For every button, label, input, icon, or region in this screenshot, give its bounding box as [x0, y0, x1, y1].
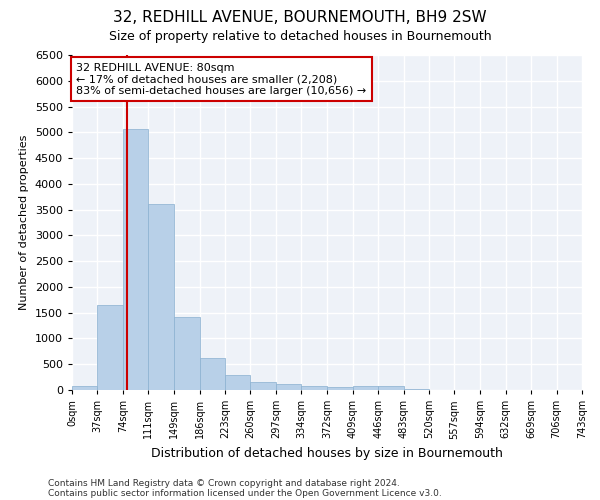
Bar [378, 386, 404, 390]
Bar [72, 386, 97, 390]
Bar [200, 358, 225, 390]
Bar [353, 386, 378, 390]
Bar [225, 374, 250, 390]
Bar [250, 382, 276, 390]
Text: Size of property relative to detached houses in Bournemouth: Size of property relative to detached ho… [109, 30, 491, 43]
Text: 32 REDHILL AVENUE: 80sqm
← 17% of detached houses are smaller (2,208)
83% of sem: 32 REDHILL AVENUE: 80sqm ← 17% of detach… [76, 62, 367, 96]
Bar [328, 387, 353, 390]
Bar [97, 305, 123, 390]
Bar [301, 386, 328, 390]
Bar [174, 317, 200, 390]
Bar [276, 384, 301, 390]
Bar [123, 129, 148, 390]
Y-axis label: Number of detached properties: Number of detached properties [19, 135, 29, 310]
X-axis label: Distribution of detached houses by size in Bournemouth: Distribution of detached houses by size … [151, 447, 503, 460]
Text: Contains public sector information licensed under the Open Government Licence v3: Contains public sector information licen… [48, 488, 442, 498]
Text: 32, REDHILL AVENUE, BOURNEMOUTH, BH9 2SW: 32, REDHILL AVENUE, BOURNEMOUTH, BH9 2SW [113, 10, 487, 25]
Bar [148, 204, 174, 390]
Text: Contains HM Land Registry data © Crown copyright and database right 2024.: Contains HM Land Registry data © Crown c… [48, 478, 400, 488]
